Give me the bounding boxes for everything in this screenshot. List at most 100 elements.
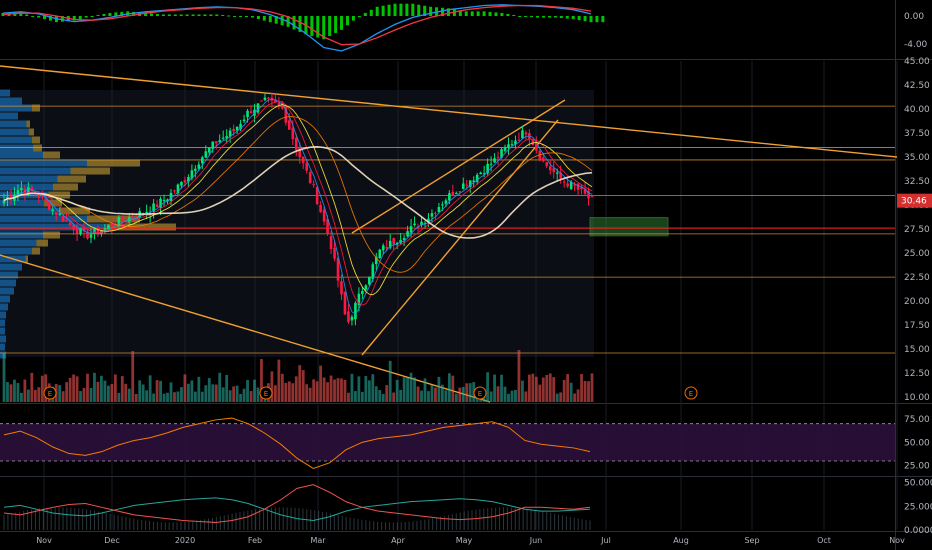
volume-bar bbox=[427, 391, 430, 402]
candle-body bbox=[207, 147, 211, 153]
volume-bar bbox=[347, 392, 350, 402]
volume-bar bbox=[9, 384, 13, 402]
earnings-marker bbox=[43, 386, 57, 400]
macd-histogram-bar bbox=[583, 16, 587, 22]
volume-bar bbox=[430, 384, 434, 402]
candle-body bbox=[517, 139, 521, 141]
volume-bar bbox=[176, 391, 180, 402]
macd-histogram-bar bbox=[49, 16, 53, 21]
candle-body bbox=[183, 180, 187, 183]
volume-bar bbox=[120, 376, 124, 402]
macd-histogram-bar bbox=[310, 16, 314, 37]
candle-body bbox=[343, 291, 347, 315]
volume-bar bbox=[211, 384, 215, 402]
volume-bar bbox=[308, 387, 312, 402]
macd-histogram-bar bbox=[167, 14, 171, 16]
macd-histogram-bar bbox=[102, 13, 106, 16]
macd-histogram-bar bbox=[78, 16, 82, 20]
candle-body bbox=[239, 123, 242, 130]
volume-bar bbox=[413, 377, 416, 402]
candle-body bbox=[461, 183, 465, 189]
macd-histogram-bar bbox=[464, 11, 468, 16]
volume-bar bbox=[374, 386, 378, 402]
volume-bar bbox=[190, 380, 194, 402]
macd-histogram-bar bbox=[381, 5, 385, 16]
candle-body bbox=[246, 110, 249, 118]
macd-histogram-bar bbox=[399, 3, 403, 16]
volume-bar bbox=[534, 376, 538, 402]
volume-bar bbox=[89, 387, 93, 402]
candle-body bbox=[169, 192, 173, 201]
volume-bar bbox=[225, 374, 229, 402]
candle-body bbox=[580, 186, 583, 189]
macd-histogram-bar bbox=[328, 16, 332, 37]
candle-body bbox=[180, 181, 183, 186]
volume-bar bbox=[162, 393, 166, 402]
candle-body bbox=[388, 240, 392, 248]
candle-body bbox=[51, 209, 55, 212]
candle-body bbox=[538, 150, 542, 160]
volume-profile-bar-down bbox=[32, 247, 40, 255]
volume-bar bbox=[461, 387, 465, 402]
macd-axis-label: 0.00 bbox=[904, 12, 924, 22]
macd-histogram-bar bbox=[577, 16, 581, 21]
volume-profile-bar-down bbox=[25, 255, 28, 263]
macd-histogram-bar bbox=[476, 11, 480, 16]
volume-bar bbox=[388, 360, 392, 402]
volume-bar bbox=[6, 382, 9, 402]
volume-profile-bar-up bbox=[0, 303, 8, 311]
volume-bar bbox=[416, 386, 420, 402]
candle-body bbox=[235, 126, 239, 131]
candle-body bbox=[514, 140, 517, 145]
candle-body bbox=[305, 163, 308, 171]
macd-histogram-bar bbox=[298, 16, 302, 32]
volume-bar bbox=[277, 359, 281, 402]
candle-body bbox=[315, 187, 319, 205]
candle-body bbox=[194, 168, 197, 171]
volume-bar bbox=[298, 365, 302, 402]
candle-body bbox=[336, 258, 340, 281]
candle-body bbox=[173, 190, 176, 192]
candle-body bbox=[214, 141, 218, 144]
candle-body bbox=[110, 222, 114, 227]
candle-body bbox=[166, 199, 169, 202]
volume-profile-bar-up bbox=[0, 287, 14, 295]
candle-body bbox=[228, 130, 232, 137]
volume-bar bbox=[333, 379, 336, 402]
volume-bar bbox=[79, 391, 82, 402]
price-axis-label: 35.00 bbox=[904, 153, 930, 163]
candle-body bbox=[30, 187, 34, 192]
volume-bar bbox=[486, 372, 490, 402]
volume-bar bbox=[305, 384, 309, 402]
macd-line-0 bbox=[2, 4, 592, 52]
dmi-axis-label: 25.0000 bbox=[904, 502, 932, 512]
candle-body bbox=[294, 137, 298, 150]
volume-bar bbox=[301, 370, 305, 402]
candle-body bbox=[263, 97, 267, 101]
price-axis-label: 45.00 bbox=[904, 57, 930, 67]
macd-histogram-bar bbox=[274, 16, 278, 24]
candle-body bbox=[354, 302, 357, 320]
trendline bbox=[351, 99, 566, 234]
macd-histogram-bar bbox=[256, 16, 260, 20]
candle-body bbox=[2, 200, 6, 204]
volume-profile-bar-down bbox=[28, 128, 34, 136]
volume-bar bbox=[152, 393, 156, 402]
macd-histogram-bar bbox=[547, 16, 551, 18]
candle-body bbox=[267, 97, 270, 99]
volume-bar bbox=[110, 384, 114, 402]
trendline bbox=[0, 65, 898, 158]
volume-bar bbox=[183, 374, 187, 402]
volume-bar bbox=[566, 374, 570, 402]
volume-bar bbox=[242, 388, 246, 402]
macd-histogram-bar bbox=[541, 16, 545, 18]
macd-histogram-bar bbox=[524, 16, 528, 17]
macd-histogram-bar bbox=[470, 11, 474, 16]
macd-histogram-bar bbox=[227, 15, 231, 17]
candle-body bbox=[145, 212, 148, 214]
candle-body bbox=[507, 144, 510, 148]
last-price-badge bbox=[897, 193, 932, 208]
candle-body bbox=[482, 173, 486, 175]
candle-body bbox=[82, 227, 86, 231]
